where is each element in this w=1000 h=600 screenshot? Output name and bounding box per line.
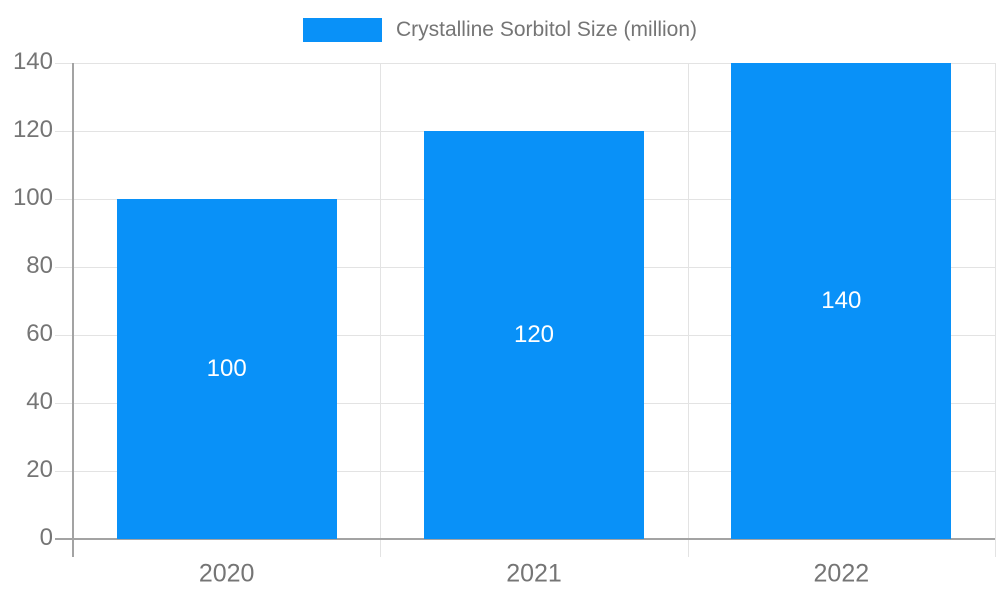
y-axis-line <box>72 63 74 557</box>
bar-2020 <box>116 199 337 539</box>
bar-2021 <box>424 131 644 539</box>
y-tick-label-120: 120 <box>12 115 53 143</box>
y-tick-label-20: 20 <box>26 455 53 483</box>
y-tick-label-40: 40 <box>26 387 53 415</box>
x-tick-label-2021: 2021 <box>506 559 562 588</box>
x-tick-label-2022: 2022 <box>813 559 870 588</box>
v-gridline-2 <box>687 63 689 557</box>
h-gridline-140 <box>55 63 995 64</box>
y-tick-label-140: 140 <box>12 47 53 75</box>
bar-2022 <box>731 63 952 539</box>
value-label-2022: 140 <box>821 287 862 314</box>
legend[interactable]: Crystalline Sorbitol Size (million) <box>0 17 1000 42</box>
x-axis-line <box>55 538 995 540</box>
v-gridline-3 <box>995 63 996 557</box>
value-label-2021: 120 <box>513 321 555 348</box>
v-gridline-1 <box>380 63 382 557</box>
y-tick-label-60: 60 <box>26 319 53 347</box>
legend-label[interactable]: Crystalline Sorbitol Size (million) <box>395 18 698 41</box>
value-label-2020: 100 <box>206 355 247 382</box>
y-tick-label-100: 100 <box>12 183 53 211</box>
y-tick-label-80: 80 <box>26 251 53 279</box>
legend-swatch[interactable] <box>302 17 382 42</box>
y-tick-label-0: 0 <box>39 523 53 551</box>
x-tick-label-2020: 2020 <box>198 559 255 588</box>
